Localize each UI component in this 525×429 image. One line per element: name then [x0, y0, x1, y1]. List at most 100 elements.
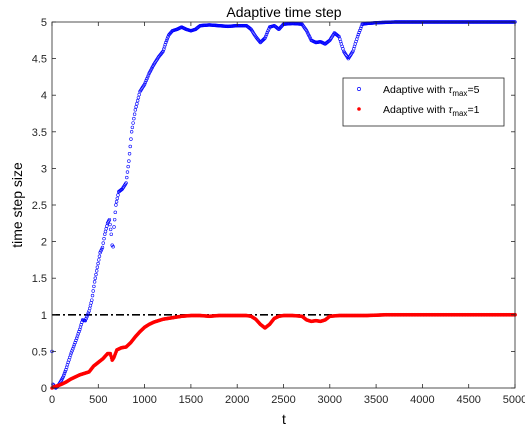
data-point [116, 193, 120, 197]
data-point [113, 210, 117, 215]
data-point [131, 121, 135, 125]
data-point [134, 105, 138, 109]
data-point [86, 311, 90, 315]
data-point [163, 42, 167, 47]
data-point [115, 196, 119, 201]
y-tick-label: 3.5 [32, 127, 47, 139]
data-point [358, 28, 362, 33]
data-point [107, 217, 112, 222]
data-point [135, 102, 139, 106]
data-point [61, 375, 65, 379]
data-point [72, 342, 77, 347]
y-tick-label: 3 [41, 163, 47, 175]
data-point [100, 245, 105, 250]
data-point [145, 75, 150, 79]
data-point [91, 289, 95, 293]
data-point [142, 82, 147, 86]
data-point [264, 32, 269, 37]
data-point [266, 29, 270, 33]
data-point [308, 35, 312, 39]
y-tick-label: 5 [41, 17, 47, 29]
y-tick-label: 2 [41, 237, 47, 249]
data-point [265, 30, 269, 35]
data-point [73, 340, 77, 345]
data-point [70, 349, 74, 353]
data-point [355, 34, 360, 39]
data-point [336, 34, 340, 38]
data-point [108, 222, 112, 227]
data-point [97, 254, 102, 258]
legend-label: Adaptive with τmax=1 [383, 104, 480, 118]
data-point [305, 30, 310, 35]
x-tick-label: 4500 [456, 394, 480, 406]
x-tick-label: 3500 [364, 394, 388, 406]
data-point [165, 37, 169, 41]
y-tick-label: 1 [41, 310, 47, 322]
data-point [97, 258, 101, 262]
x-tick-label: 1500 [179, 394, 203, 406]
data-point [112, 217, 117, 222]
data-point [358, 26, 363, 31]
data-point [90, 293, 95, 298]
data-point [162, 45, 167, 49]
data-point [111, 245, 115, 249]
data-point [125, 175, 129, 180]
y-tick-label: 0.5 [32, 346, 47, 358]
data-point [90, 298, 94, 302]
data-point [127, 159, 131, 163]
x-axis-label: t [282, 411, 286, 427]
data-point [93, 276, 97, 280]
data-point [112, 225, 116, 229]
data-point [102, 236, 106, 241]
y-axis-label: time step size [9, 162, 25, 248]
data-point [92, 284, 96, 289]
data-point [92, 280, 97, 284]
data-point [94, 269, 99, 273]
chart-title: Adaptive time step [226, 4, 341, 20]
data-point [133, 108, 138, 112]
data-point [136, 95, 141, 100]
y-tick-label: 0 [41, 383, 47, 395]
data-point [262, 37, 266, 41]
data-point [306, 32, 310, 36]
series-1 [50, 20, 517, 390]
data-point [356, 32, 361, 37]
data-point [96, 261, 100, 266]
tick-layer: 0 500 1000 1500 2000 2500 3000 3500 4000 4500 5000… [32, 17, 525, 406]
data-point [307, 33, 311, 38]
data-point [98, 250, 102, 255]
data-point [162, 47, 166, 51]
data-point [357, 30, 361, 35]
data-point [99, 247, 104, 251]
data-point [71, 347, 75, 351]
data-point [132, 112, 137, 116]
data-point [68, 353, 73, 357]
data-point [127, 152, 132, 156]
data-point [114, 200, 119, 204]
legend-marker [357, 87, 361, 91]
y-tick-label: 4.5 [32, 54, 47, 66]
data-point [108, 227, 113, 232]
data-point [164, 38, 169, 43]
series-layer [50, 20, 517, 390]
x-tick-label: 3000 [318, 394, 342, 406]
data-point [63, 369, 67, 374]
data-point [304, 29, 309, 33]
legend-label: Adaptive with τmax=5 [383, 84, 480, 98]
x-tick-label: 4000 [410, 394, 434, 406]
y-tick-label: 2.5 [32, 200, 47, 212]
data-point [143, 80, 148, 85]
y-tick-label: 1.5 [32, 273, 47, 285]
data-point [74, 338, 78, 343]
data-point [144, 78, 148, 83]
data-point [125, 170, 130, 174]
data-point [69, 351, 73, 355]
x-tick-label: 5000 [503, 394, 525, 406]
data-point [95, 265, 100, 269]
data-point [135, 98, 140, 103]
data-point [76, 332, 80, 336]
data-point [130, 125, 135, 130]
x-tick-label: 2000 [225, 394, 249, 406]
data-point [161, 49, 165, 53]
